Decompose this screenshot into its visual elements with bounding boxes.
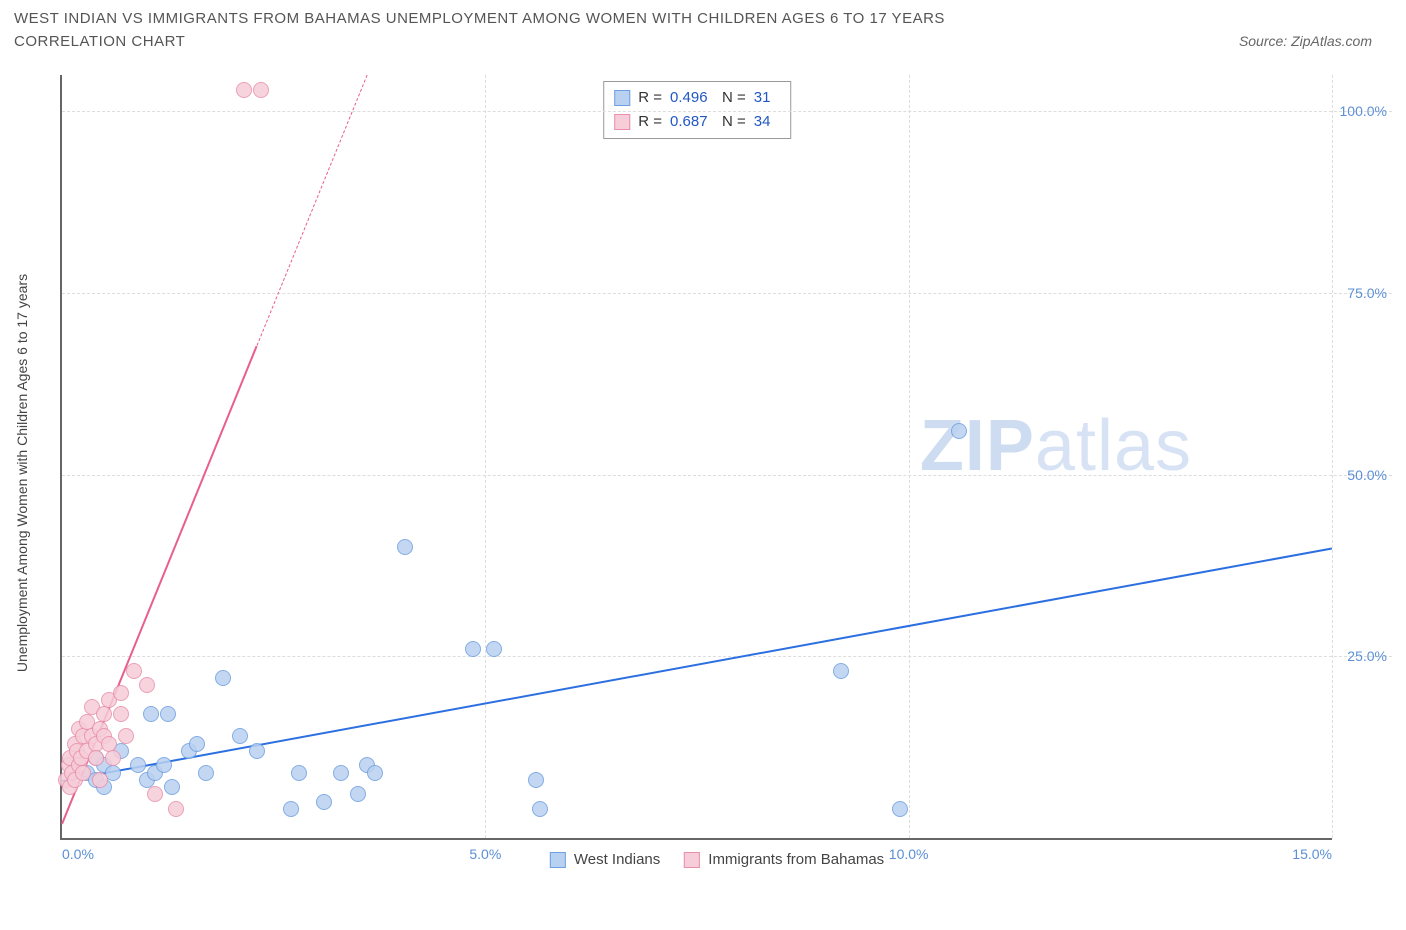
data-point [350,786,366,802]
r-value: 0.687 [670,110,714,134]
data-point [101,736,117,752]
data-point [283,801,299,817]
stats-row: R = 0.496 N = 31 [614,86,780,110]
chart-title-line1: WEST INDIAN VS IMMIGRANTS FROM BAHAMAS U… [14,8,1392,31]
chart-area: Unemployment Among Women with Children A… [42,75,1392,870]
data-point [367,765,383,781]
series-swatch [614,90,630,106]
data-point [164,779,180,795]
data-point [215,670,231,686]
source-attribution: Source: ZipAtlas.com [1239,33,1372,49]
legend-label: Immigrants from Bahamas [708,851,884,868]
data-point [532,801,548,817]
data-point [126,663,142,679]
gridline-v [1332,75,1333,838]
series-swatch [684,852,700,868]
data-point [168,801,184,817]
legend-item: Immigrants from Bahamas [684,851,884,868]
data-point [249,743,265,759]
y-tick-label: 75.0% [1347,285,1387,301]
data-point [156,757,172,773]
y-tick-label: 100.0% [1340,103,1387,119]
title-block: WEST INDIAN VS IMMIGRANTS FROM BAHAMAS U… [0,0,1406,53]
r-label: R = [638,86,662,110]
data-point [397,539,413,555]
gridline-h [62,293,1392,294]
data-point [253,82,269,98]
legend-label: West Indians [574,851,660,868]
n-label: N = [722,86,746,110]
r-value: 0.496 [670,86,714,110]
data-point [88,750,104,766]
data-point [892,801,908,817]
y-tick-label: 50.0% [1347,467,1387,483]
legend-item: West Indians [550,851,660,868]
data-point [291,765,307,781]
data-point [96,706,112,722]
data-point [147,786,163,802]
data-point [113,706,129,722]
data-point [143,706,159,722]
scatter-plot: ZIPatlas R =0.496N =31R =0.687N =34 25.0… [60,75,1332,840]
data-point [105,750,121,766]
correlation-stats-box: R = 0.496 N = 31 R = 0.687 N = 34 [603,81,791,139]
data-point [316,794,332,810]
data-point [113,685,129,701]
data-point [486,641,502,657]
data-point [189,736,205,752]
gridline-h [62,475,1392,476]
data-point [160,706,176,722]
n-value: 31 [754,86,780,110]
x-tick-label: 0.0% [62,846,94,862]
data-point [465,641,481,657]
data-point [236,82,252,98]
y-axis-label: Unemployment Among Women with Children A… [14,273,30,671]
source-name: ZipAtlas.com [1291,33,1372,49]
r-label: R = [638,110,662,134]
stats-row: R = 0.687 N = 34 [614,110,780,134]
data-point [833,663,849,679]
trend-line [256,75,367,346]
x-tick-label: 10.0% [889,846,929,862]
series-legend: West Indians Immigrants from Bahamas [550,851,884,868]
data-point [130,757,146,773]
data-point [333,765,349,781]
data-point [198,765,214,781]
data-point [528,772,544,788]
gridline-v [909,75,910,838]
data-point [139,677,155,693]
chart-title-line2: CORRELATION CHART [14,31,185,54]
data-point [92,772,108,788]
data-point [118,728,134,744]
data-point [951,423,967,439]
source-prefix: Source: [1239,33,1291,49]
y-tick-label: 25.0% [1347,648,1387,664]
gridline-h [62,111,1392,112]
gridline-v [485,75,486,838]
x-tick-label: 5.0% [469,846,501,862]
series-swatch [550,852,566,868]
n-label: N = [722,110,746,134]
series-swatch [614,114,630,130]
n-value: 34 [754,110,780,134]
data-point [232,728,248,744]
data-point [75,765,91,781]
x-tick-label: 15.0% [1292,846,1332,862]
